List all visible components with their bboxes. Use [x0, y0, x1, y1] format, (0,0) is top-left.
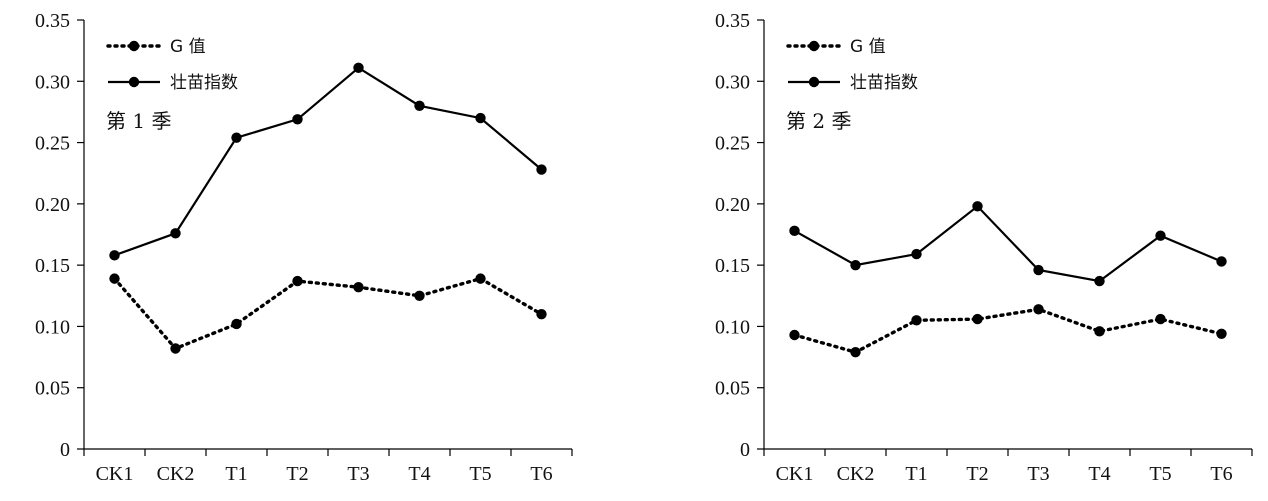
y-tick-label: 0.10: [715, 316, 750, 338]
chart-panel-season-1: 0 0.05 0.10 0.15 0.20 0.25 0.30 0.35 CK1 CK2 T1 T2 T…: [35, 10, 573, 485]
legend-label: G 值: [850, 37, 886, 57]
y-tick-label: 0: [740, 439, 750, 461]
x-tick-label: T2: [966, 463, 988, 485]
data-point-seedling-index: [972, 201, 983, 212]
data-point-g-value: [231, 318, 242, 330]
y-tick-label: 0.15: [35, 255, 70, 277]
data-point-seedling-index: [109, 250, 120, 261]
x-tick-label: T5: [1149, 463, 1171, 485]
y-tick-label: 0.25: [715, 133, 750, 155]
x-tick-label: T6: [530, 463, 552, 485]
data-point-seedling-index: [1033, 264, 1044, 276]
x-tick-label: T2: [286, 463, 308, 485]
data-point-g-value: [972, 313, 983, 325]
data-point-g-value: [911, 315, 922, 326]
x-tick-label: T6: [1210, 463, 1232, 485]
y-tick-label: 0: [60, 439, 70, 461]
data-point-g-value: [170, 343, 181, 354]
y-tick-label: 0.30: [35, 71, 70, 93]
panel-label: 第 2 季: [786, 109, 851, 133]
data-point-g-value: [109, 273, 120, 284]
x-tick-label: T5: [469, 463, 491, 485]
data-point-seedling-index: [1155, 230, 1166, 241]
legend-label: 壮苗指数: [850, 73, 918, 93]
data-point-seedling-index: [1216, 256, 1227, 267]
series-line-g-value: [112, 276, 544, 351]
x-tick-label: T4: [1088, 463, 1110, 485]
x-tick-label: T3: [347, 463, 369, 485]
y-tick-label: 0.05: [715, 378, 750, 400]
data-point-g-value: [789, 329, 800, 341]
y-tick-label: 0.35: [715, 10, 750, 32]
x-tick-label: T1: [905, 463, 927, 485]
data-point-seedling-index: [536, 164, 547, 175]
data-point-g-value: [1033, 304, 1044, 315]
data-point-seedling-index: [170, 228, 181, 239]
y-tick-label: 0.25: [35, 133, 70, 155]
legend-swatch-point: [128, 76, 140, 88]
data-point-g-value: [353, 282, 364, 293]
data-point-seedling-index: [475, 112, 486, 124]
data-point-g-value: [1155, 313, 1166, 325]
data-point-g-value: [414, 290, 425, 301]
x-tick-label: T4: [408, 463, 430, 485]
series-line-seedling-index: [793, 204, 1222, 283]
legend-swatch-point: [808, 40, 820, 52]
x-tick-label: CK1: [776, 463, 814, 485]
data-point-seedling-index: [414, 100, 425, 112]
y-tick-label: 0.20: [35, 194, 70, 216]
y-tick-label: 0.20: [715, 194, 750, 216]
x-tick-label: CK1: [96, 463, 134, 485]
data-point-seedling-index: [850, 259, 861, 271]
data-point-g-value: [475, 273, 486, 284]
data-point-g-value: [850, 346, 861, 358]
panel-label: 第 1 季: [106, 109, 171, 133]
series-line-seedling-index: [114, 66, 543, 257]
y-tick-label: 0.05: [35, 378, 70, 400]
data-point-seedling-index: [1094, 275, 1105, 287]
data-point-seedling-index: [231, 132, 242, 143]
x-tick-label: T3: [1027, 463, 1049, 485]
chart-panel-season-2: 0 0.05 0.10 0.15 0.20 0.25 0.30 0.35 CK1 CK2 T1 T2 T…: [715, 10, 1253, 485]
data-point-g-value: [1216, 328, 1227, 339]
data-point-seedling-index: [292, 114, 303, 125]
y-tick-label: 0.35: [35, 10, 70, 32]
data-point-seedling-index: [353, 62, 364, 74]
x-tick-label: CK2: [837, 463, 875, 485]
data-point-seedling-index: [911, 248, 922, 260]
data-point-g-value: [1094, 326, 1105, 337]
data-point-g-value: [536, 308, 547, 320]
y-tick-label: 0.10: [35, 316, 70, 338]
y-tick-label: 0.30: [715, 71, 750, 93]
data-point-g-value: [292, 275, 303, 287]
legend-label: G 值: [170, 37, 206, 57]
x-tick-label: CK2: [157, 463, 195, 485]
y-tick-label: 0.15: [715, 255, 750, 277]
legend-label: 壮苗指数: [170, 73, 238, 93]
x-tick-label: T1: [225, 463, 247, 485]
series-line-g-value: [792, 307, 1224, 355]
data-point-seedling-index: [789, 225, 800, 237]
legend-swatch-point: [808, 76, 820, 88]
legend-swatch-point: [128, 40, 140, 52]
